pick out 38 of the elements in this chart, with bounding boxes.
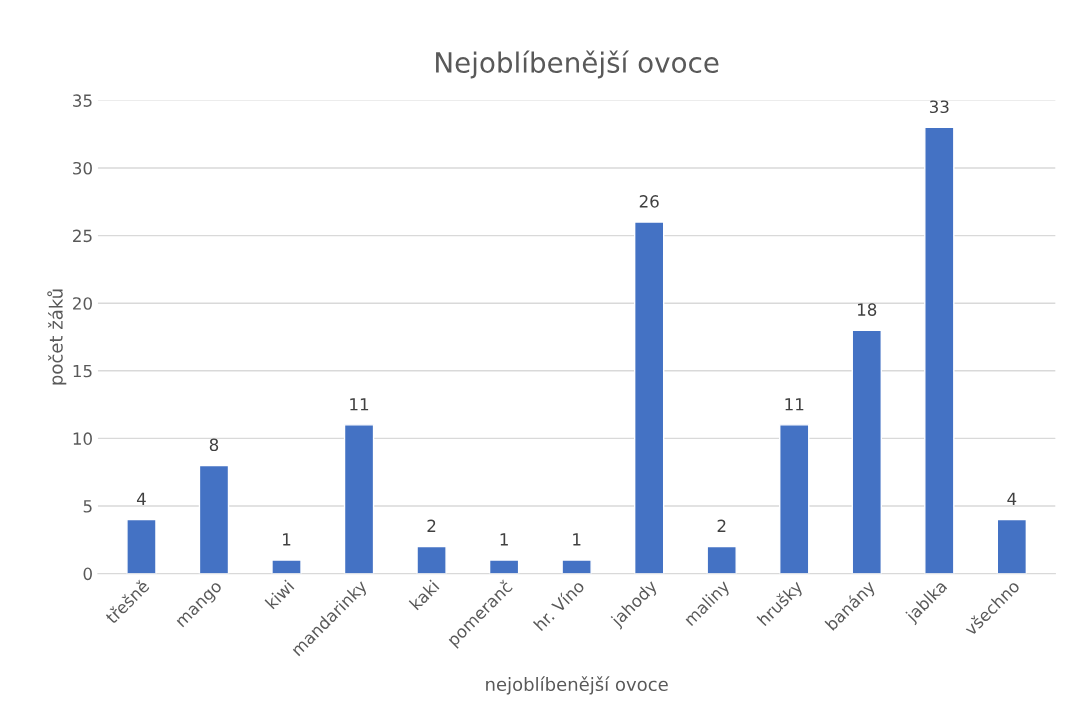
y-tick-label: 15 — [73, 364, 92, 378]
bar — [996, 518, 1028, 574]
bar — [561, 559, 592, 574]
y-tick-label: 35 — [73, 94, 92, 107]
bar — [779, 424, 810, 574]
bar — [343, 424, 375, 574]
data-label: 2 — [717, 519, 726, 532]
data-label: 11 — [785, 398, 804, 411]
bar — [126, 518, 157, 574]
bar — [198, 464, 230, 574]
data-label: 4 — [1007, 492, 1017, 505]
bar — [924, 126, 955, 574]
data-label: 18 — [858, 303, 877, 316]
data-label: 8 — [209, 438, 219, 452]
y-tick-label: 5 — [83, 500, 92, 513]
bar — [488, 559, 520, 574]
data-label: 4 — [136, 492, 146, 505]
x-tick-label: hr. Víno — [532, 578, 586, 632]
bar — [416, 545, 447, 574]
chart-title: Nejoblíbenější ovoce — [436, 50, 719, 79]
data-label: 33 — [929, 100, 949, 114]
data-label: 1 — [573, 533, 581, 546]
x-axis-title: nejoblíbenější ovoce — [486, 676, 668, 695]
y-tick-label: 20 — [73, 297, 92, 310]
data-label: 11 — [350, 398, 369, 411]
bar — [851, 329, 882, 574]
data-label: 2 — [427, 519, 436, 532]
bar — [633, 221, 665, 574]
y-tick-label: 0 — [83, 567, 92, 581]
y-axis-title: počet žáků — [47, 289, 67, 385]
y-tick-label: 10 — [73, 432, 92, 445]
y-tick-label: 30 — [73, 161, 92, 175]
bar — [706, 545, 737, 574]
bar — [271, 559, 302, 574]
y-tick-label: 25 — [73, 229, 92, 243]
data-label: 26 — [639, 195, 659, 208]
data-label: 1 — [500, 533, 508, 546]
data-label: 1 — [283, 533, 291, 546]
